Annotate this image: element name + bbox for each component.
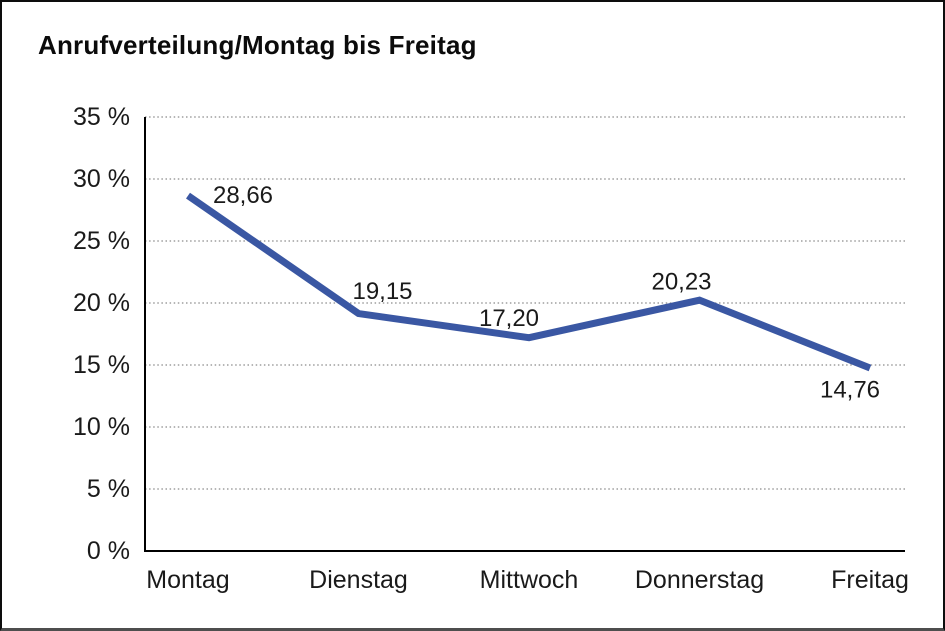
series-line — [186, 192, 872, 372]
y-tick-label: 20 % — [73, 289, 130, 317]
y-tick-label: 15 % — [73, 351, 130, 379]
x-category-label: Montag — [146, 566, 229, 594]
point-value-label: 20,23 — [651, 269, 711, 296]
x-category-label: Mittwoch — [480, 566, 579, 594]
y-tick-label: 5 % — [87, 475, 130, 503]
x-category-label: Freitag — [831, 566, 909, 594]
y-tick-label: 30 % — [73, 165, 130, 193]
point-value-label: 19,15 — [352, 278, 412, 305]
y-tick-label: 0 % — [87, 537, 130, 565]
y-tick-label: 10 % — [73, 413, 130, 441]
point-value-label: 14,76 — [820, 376, 880, 403]
x-category-label: Dienstag — [309, 566, 408, 594]
chart-title: Anrufverteilung/Montag bis Freitag — [38, 30, 477, 60]
y-tick-label: 35 % — [73, 103, 130, 131]
y-tick-label: 25 % — [73, 227, 130, 255]
x-category-label: Donnerstag — [635, 566, 764, 594]
point-value-label: 28,66 — [213, 182, 273, 209]
point-value-label: 17,20 — [479, 305, 539, 332]
